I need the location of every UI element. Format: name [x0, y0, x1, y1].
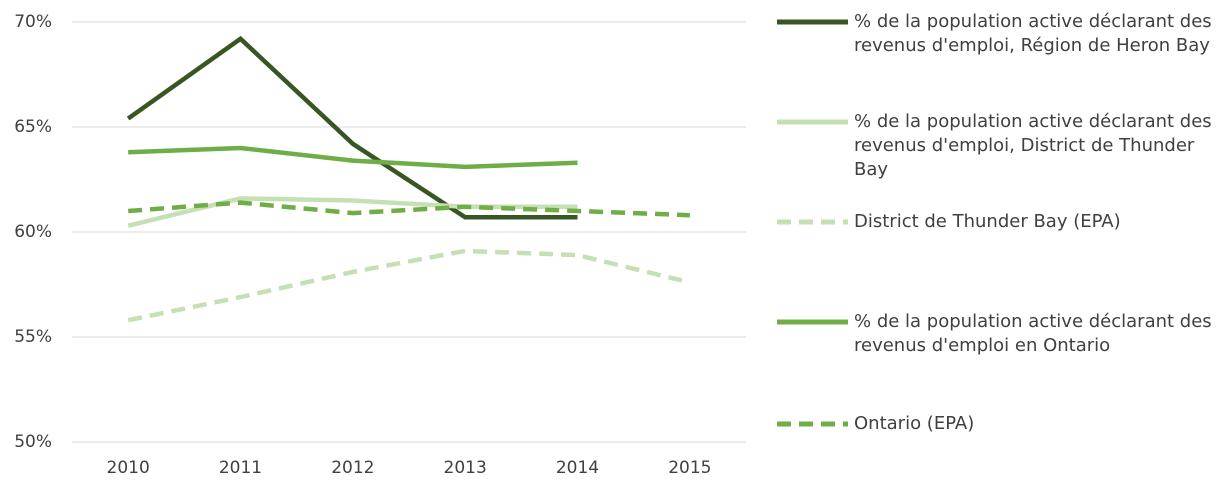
- legend-item: Ontario (EPA): [775, 412, 1215, 436]
- series-line: [128, 145, 578, 170]
- legend-label: % de la population active déclarant des …: [854, 111, 1212, 180]
- legend-swatch: [777, 119, 848, 125]
- legend-swatch: [777, 19, 848, 25]
- x-tick-label: 2012: [331, 458, 374, 478]
- y-tick-label: 50%: [14, 432, 52, 452]
- legend-item: % de la population active déclarant des …: [775, 110, 1215, 182]
- series-line: [127, 200, 690, 218]
- legend-swatch: [777, 219, 848, 225]
- legend-label: % de la population active déclarant des …: [854, 11, 1212, 56]
- legend-item: % de la population active déclarant des …: [775, 310, 1215, 358]
- x-tick-label: 2010: [107, 458, 150, 478]
- series-line: [127, 248, 691, 323]
- legend-item: District de Thunder Bay (EPA): [775, 210, 1215, 234]
- x-tick-label: 2014: [556, 458, 599, 478]
- legend-label: Ontario (EPA): [854, 413, 975, 434]
- legend-label: % de la population active déclarant des …: [854, 311, 1212, 356]
- x-tick-label: 2013: [444, 458, 487, 478]
- legend-label: District de Thunder Bay (EPA): [854, 211, 1121, 232]
- legend-item: % de la population active déclarant des …: [775, 10, 1215, 58]
- x-tick-label: 2015: [668, 458, 711, 478]
- y-tick-label: 70%: [14, 12, 52, 32]
- legend-swatch: [777, 421, 848, 427]
- y-tick-label: 60%: [14, 222, 52, 242]
- y-tick-label: 55%: [14, 327, 52, 347]
- y-tick-label: 65%: [14, 117, 52, 137]
- x-tick-label: 2011: [219, 458, 262, 478]
- series-line: [126, 35, 578, 220]
- legend-swatch: [777, 319, 848, 325]
- chart: 50% 55% 60% 65% 70% 2010 2011 2012 2013 2014 2015: [14, 12, 746, 478]
